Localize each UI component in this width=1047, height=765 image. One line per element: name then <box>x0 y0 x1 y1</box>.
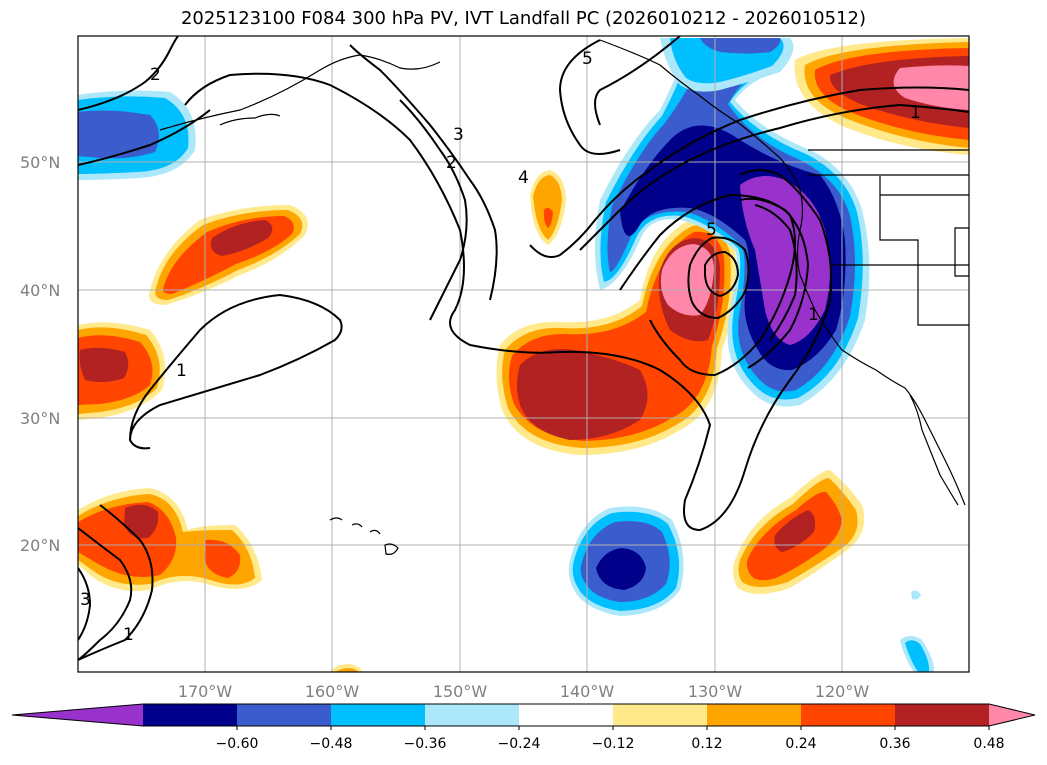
coastlines <box>159 39 969 555</box>
pv-contours <box>78 36 969 661</box>
positive-anomaly-southeast <box>733 470 865 594</box>
negative-anomaly-small-east <box>900 590 935 672</box>
colorbar-extend-min <box>12 704 143 726</box>
negative-anomaly-south <box>568 506 684 616</box>
colorbar-outline <box>11 703 1036 727</box>
map-frame <box>77 35 970 673</box>
lon-labels: 170°W 160°W 150°W 140°W 130°W 120°W <box>178 682 870 701</box>
positive-anomaly-west <box>149 205 308 305</box>
pv-contour-label: 1 <box>176 361 187 381</box>
lon-label: 140°W <box>560 682 615 701</box>
lat-label: 20°N <box>20 536 60 555</box>
colorbar-segment <box>519 704 614 726</box>
lat-label: 40°N <box>20 281 60 300</box>
negative-anomaly-northwest <box>78 90 196 180</box>
lat-label: 50°N <box>20 153 60 172</box>
colorbar-segment <box>143 704 238 726</box>
colorbar-segment <box>895 704 990 726</box>
pv-contour-label: 3 <box>80 590 91 610</box>
pv-contour-label: 3 <box>453 125 464 145</box>
lon-label: 150°W <box>433 682 488 701</box>
colorbar-tick-label: 0.48 <box>973 736 1004 752</box>
chart-title: 2025123100 F084 300 hPa PV, IVT Landfall… <box>180 8 867 29</box>
colorbar-tick-label: 0.12 <box>691 736 722 752</box>
lon-label: 120°W <box>815 682 870 701</box>
lon-label: 130°W <box>688 682 743 701</box>
colorbar-tick-label: −0.48 <box>310 736 353 752</box>
pv-contour-label: 1 <box>123 625 134 645</box>
colorbar-segment <box>707 704 802 726</box>
colorbar-segment <box>613 704 708 726</box>
colorbar: −0.60 −0.48 −0.36 −0.24 −0.12 0.12 0.24 0.36 0.4… <box>11 703 1036 752</box>
pv-contour-label: 5 <box>582 49 593 69</box>
colorbar-segment <box>801 704 896 726</box>
pv-contour-label: 2 <box>446 153 457 173</box>
colorbar-tick-label: 0.24 <box>785 736 816 752</box>
pv-contour-labels: 2 5 3 2 4 5 1 1 1 3 1 <box>80 49 921 645</box>
colorbar-segment <box>425 704 520 726</box>
colorbar-tick-label: −0.24 <box>498 736 541 752</box>
gridlines <box>78 36 969 672</box>
lat-label: 30°N <box>20 409 60 428</box>
negative-anomaly-north-coast <box>660 38 794 92</box>
colorbar-tick-label: −0.12 <box>592 736 635 752</box>
colorbar-tick-label: −0.60 <box>216 736 259 752</box>
positive-anomaly-small-north <box>530 170 566 245</box>
lon-label: 170°W <box>178 682 233 701</box>
colorbar-tick-label: −0.36 <box>404 736 447 752</box>
lat-labels: 50°N 40°N 30°N 20°N <box>20 153 60 555</box>
colorbar-tick-label: 0.36 <box>879 736 910 752</box>
positive-anomaly-far-west <box>78 322 166 420</box>
pv-contour-label: 4 <box>518 168 529 188</box>
colorbar-segment <box>331 704 426 726</box>
pv-contour-label: 5 <box>706 220 717 240</box>
colorbar-segment <box>237 704 332 726</box>
pv-contour-label: 2 <box>150 65 161 85</box>
pv-contour-label: 1 <box>910 103 921 123</box>
colorbar-extend-max <box>989 704 1035 726</box>
pv-contour-label: 1 <box>808 305 819 325</box>
positive-anomaly-small-south <box>330 664 362 672</box>
lon-label: 160°W <box>305 682 360 701</box>
anomaly-fields: 2 5 3 2 4 5 1 1 1 3 1 <box>78 36 969 672</box>
